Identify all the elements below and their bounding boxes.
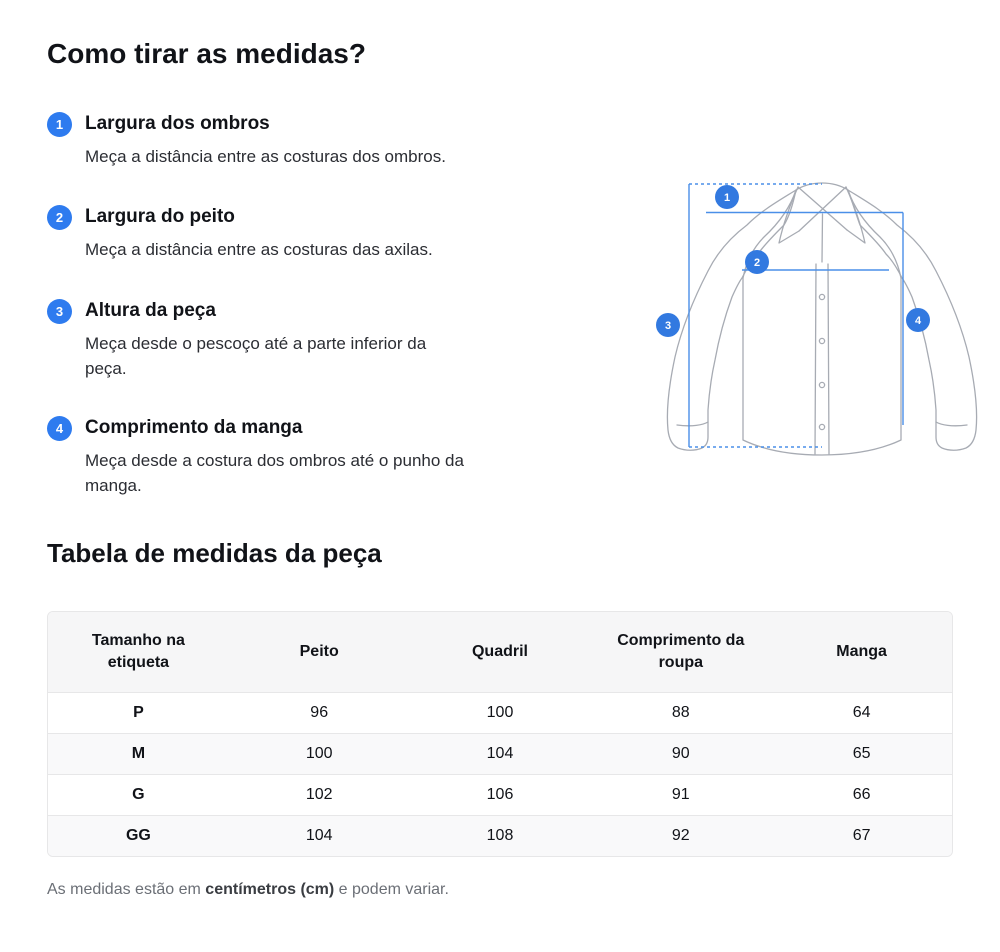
svg-text:1: 1 (724, 192, 730, 204)
svg-text:4: 4 (915, 315, 922, 327)
svg-text:3: 3 (665, 320, 671, 332)
svg-text:2: 2 (754, 257, 760, 269)
